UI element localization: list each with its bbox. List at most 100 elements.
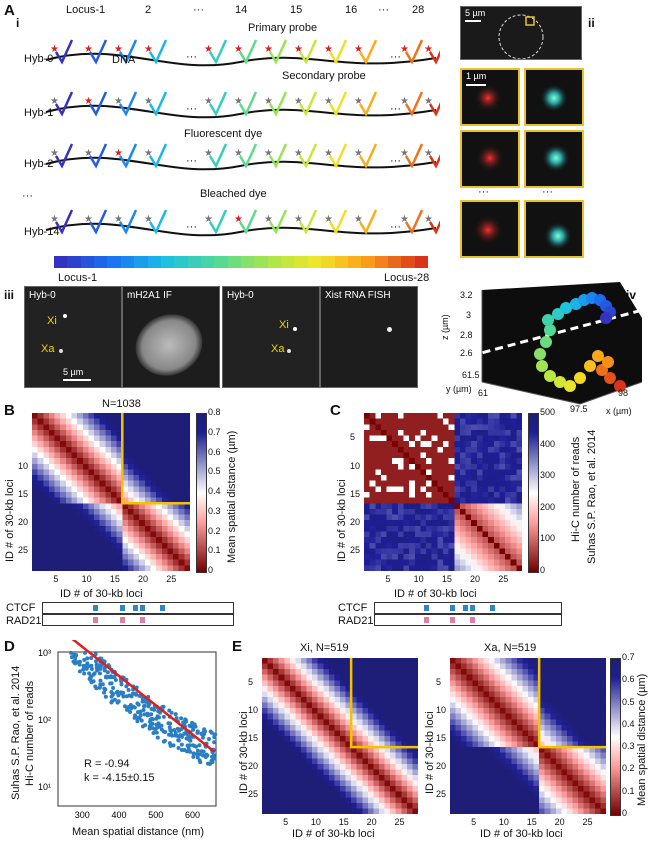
heatmap-x-tick: 15: [526, 817, 537, 827]
scatter-point: [69, 650, 74, 655]
heatmap-x-tick: 10: [310, 817, 321, 827]
chromatin-bead: [536, 360, 548, 372]
scatter-plot-d: 300 400 500 600 10³ 10² 10¹: [38, 640, 218, 820]
iv-z-tick-1: 3.2: [460, 290, 473, 300]
dye-star: ★: [204, 148, 213, 159]
locus-color-cell: [160, 256, 175, 268]
locus-color-cell: [294, 256, 308, 268]
scatter-point: [102, 690, 107, 695]
scatter-point: [197, 752, 202, 757]
scatter-point: [156, 721, 161, 726]
primary-probe: [358, 91, 378, 117]
dye-star: ★: [400, 148, 409, 159]
colorbar-tick: 0.7: [208, 426, 221, 437]
dye-star: ★: [354, 96, 363, 107]
scatter-point: [102, 668, 107, 673]
scatter-point: [149, 712, 154, 717]
scatter-point: [190, 720, 195, 725]
colorbar-tick: 0.3: [622, 741, 635, 752]
dye-star: ★: [294, 44, 303, 55]
heatmap-y-tick: 15: [18, 488, 29, 499]
panel-d-xlabel: Mean spatial distance (nm): [72, 826, 205, 838]
scatter-point: [172, 727, 177, 732]
locus-color-cell: [254, 256, 268, 268]
primary-probe: [404, 143, 424, 169]
scatter-point: [97, 671, 102, 676]
zoom-red-3: [460, 200, 520, 258]
scatter-y-tick: 10²: [38, 715, 51, 725]
dna-strand: [45, 222, 437, 237]
locus-color-cell: [321, 256, 335, 268]
locus-color-cell: [80, 256, 95, 268]
primary-probe: [88, 91, 108, 117]
rad21-label-b: RAD21: [6, 615, 42, 627]
scatter-point: [188, 749, 193, 754]
locus-color-cell: [334, 256, 348, 268]
dye-star: ★: [424, 148, 433, 159]
primary-probe: [268, 143, 288, 169]
scatter-point: [205, 761, 210, 766]
dna-strand: [45, 156, 437, 171]
heatmap-y-tick: 25: [18, 545, 29, 556]
scatter-point: [89, 667, 94, 672]
primary-probe: [118, 39, 138, 65]
dye-star: ★: [114, 44, 123, 55]
scatter-point: [200, 732, 205, 737]
heatmap-x-tick: 5: [385, 574, 391, 584]
heatmap-y-tick: 20: [350, 517, 361, 528]
locus-color-cell: [374, 256, 388, 268]
track-mark: [450, 605, 456, 611]
primary-probe: [238, 143, 258, 169]
heatmap-e-xi-tad-box: [349, 658, 418, 749]
heatmap-x-tick: 20: [366, 817, 377, 827]
scatter-point: [81, 667, 86, 672]
dye-star: ★: [144, 148, 153, 159]
heatmap-y-tick: 15: [350, 488, 361, 499]
scatter-point: [98, 682, 103, 687]
xa-spot-1: [59, 349, 63, 353]
heatmap-y-tick: 5: [248, 677, 254, 688]
tad-boundary-line: [537, 658, 606, 749]
locus-color-cell: [187, 256, 201, 268]
primary-probe: [88, 39, 108, 65]
tad-boundary-line: [349, 658, 418, 749]
panel-d-ylabel2: Hi-C number of reads: [24, 680, 36, 786]
panel-b-title: N=1038: [102, 398, 141, 410]
locus-header-1: Locus-1: [66, 4, 106, 16]
scatter-point: [126, 687, 131, 692]
track-mark: [423, 617, 429, 623]
zoom-dots-1: ···: [478, 186, 489, 198]
primary-probe: [148, 143, 168, 169]
locus-color-cell: [267, 256, 282, 268]
rad21-track-b: [42, 614, 234, 626]
schematic-dots: ···: [390, 103, 401, 115]
colorbar-tick: 0.2: [208, 525, 221, 536]
probe-schematic: ★ ★ ★ ★ ★ ★ ★ ★ ★ ★ ★ ★··· ···★ ★ ★ ★ ★ ★ ★ ★ ★ ★ ★ ★··· ···★ ★ ★ ★…: [45, 39, 440, 237]
scatter-point: [128, 702, 133, 707]
scatter-point: [109, 681, 114, 686]
primary-probe: [208, 91, 228, 117]
scatter-point: [155, 725, 160, 730]
panel-c-ylabel: ID # of 30-kb loci: [336, 479, 348, 562]
iv-z-tick-4: 2.6: [460, 348, 473, 358]
scatter-point: [174, 716, 179, 721]
xi-spot-1: [63, 314, 67, 318]
scatter-point: [155, 735, 160, 740]
scatter-point: [188, 738, 193, 743]
chromatin-bead: [564, 380, 576, 392]
heatmap-y-tick: 20: [436, 760, 447, 771]
scatter-point: [191, 751, 196, 756]
xist-image: Xist RNA FISH: [320, 286, 418, 388]
colorbar-tick: 400: [540, 438, 556, 449]
scatter-point: [89, 655, 94, 660]
dye-star: ★: [294, 148, 303, 159]
scatter-point: [85, 656, 90, 661]
primary-probe: [268, 209, 288, 235]
dye-star: ★: [50, 96, 59, 107]
xa-label-2: Xa: [271, 343, 285, 355]
hyb-label-dots: ···: [22, 190, 33, 202]
locus-color-cell: [214, 256, 228, 268]
colorbar-tick: 0.1: [622, 785, 635, 796]
scatter-point: [111, 675, 116, 680]
colorbar-tick: 0.5: [208, 466, 221, 477]
